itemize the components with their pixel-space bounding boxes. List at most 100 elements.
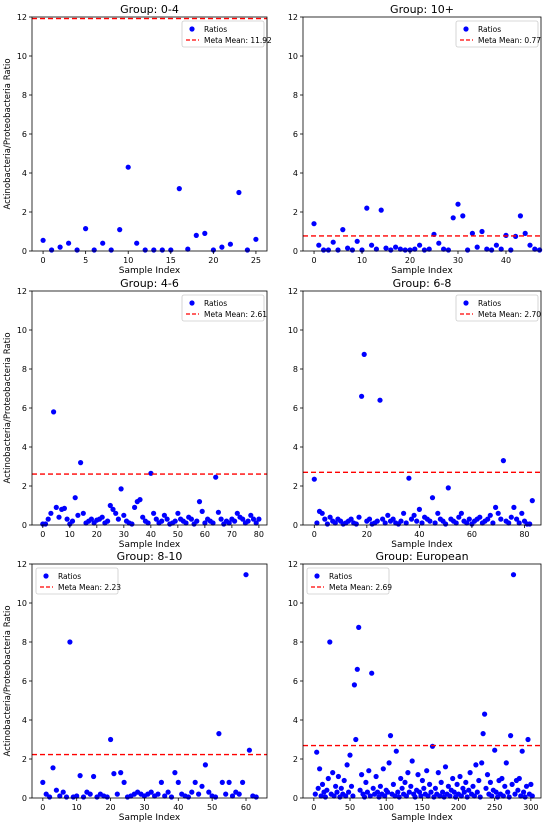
data-point (118, 770, 124, 776)
data-point (521, 789, 527, 795)
legend-label-ratios: Ratios (329, 572, 352, 581)
data-point (525, 736, 531, 743)
data-point (500, 458, 506, 464)
data-point (50, 765, 56, 771)
y-axis-label: Actinobacteria/Proteobacteria Ratio (3, 605, 13, 756)
data-point (202, 520, 208, 526)
data-point (245, 518, 251, 524)
data-point (145, 520, 151, 526)
data-point (419, 777, 425, 784)
data-point (151, 247, 157, 253)
x-tick-label: 0 (40, 803, 45, 812)
legend-label-ratios: Ratios (204, 299, 227, 308)
data-point (51, 409, 57, 415)
data-point (503, 760, 509, 766)
data-point (443, 521, 449, 527)
data-point (356, 514, 362, 520)
x-tick-label: 5 (83, 256, 88, 265)
x-tick-label: 60 (467, 530, 477, 539)
data-point (354, 666, 360, 672)
data-point (334, 789, 340, 795)
data-point (202, 762, 208, 768)
x-tick-label: 40 (414, 530, 424, 539)
data-point (193, 232, 199, 238)
x-tick-label: 10 (123, 256, 133, 265)
data-point (324, 521, 330, 527)
data-point (499, 775, 505, 782)
data-point (490, 520, 496, 526)
data-point (159, 247, 165, 253)
data-point (64, 516, 70, 522)
data-point (471, 793, 477, 799)
data-point (516, 775, 522, 782)
y-tick-label: 12 (17, 560, 27, 569)
data-point (354, 238, 360, 244)
data-point (243, 572, 249, 578)
data-point (427, 781, 433, 788)
data-point (385, 789, 391, 795)
data-point (467, 770, 473, 776)
x-tick-label: 50 (173, 530, 183, 539)
data-point (223, 791, 229, 797)
data-point (87, 791, 93, 797)
chart-panel-5: Group: European 0 50 100 150 200 250 300 0 2 4 6 8 10… (288, 550, 542, 823)
data-point (115, 516, 121, 522)
data-point (477, 794, 483, 800)
data-point (432, 785, 438, 791)
data-point (350, 793, 356, 799)
data-point (175, 510, 181, 516)
data-point (508, 247, 514, 253)
data-point (340, 227, 346, 233)
data-point (377, 397, 383, 403)
data-point (91, 247, 97, 253)
data-point (493, 504, 499, 510)
data-point (53, 504, 59, 510)
data-point (366, 516, 373, 522)
data-point (399, 785, 405, 791)
data-point (450, 215, 456, 221)
data-point (527, 521, 533, 527)
legend: Ratios Meta Mean: 0.77 (455, 20, 541, 48)
y-tick-label: 10 (288, 599, 298, 608)
y-tick-label: 0 (22, 247, 27, 256)
data-point (505, 789, 511, 795)
data-point (236, 189, 242, 196)
data-point (479, 228, 485, 235)
data-point (121, 779, 127, 786)
data-point (509, 781, 515, 788)
data-point (40, 237, 46, 243)
data-point (253, 520, 259, 526)
x-tick-label: 15 (166, 256, 176, 265)
data-point (105, 518, 111, 524)
data-point (425, 793, 431, 799)
data-point (317, 766, 323, 772)
y-tick-label: 2 (22, 755, 27, 764)
x-axis-label: Sample Index (391, 540, 453, 550)
data-point (412, 246, 418, 252)
data-point (511, 504, 517, 510)
data-point (168, 794, 175, 800)
y-tick-label: 8 (22, 638, 27, 647)
data-point (219, 244, 225, 250)
data-point (83, 226, 89, 232)
data-point (121, 512, 127, 518)
data-point (60, 789, 66, 795)
y-tick-label: 12 (17, 13, 27, 22)
data-point (405, 770, 411, 776)
data-point (489, 247, 495, 253)
data-point (53, 787, 60, 793)
data-point (327, 639, 333, 645)
data-point (419, 520, 425, 526)
x-tick-label: 25 (251, 256, 261, 265)
data-point (469, 230, 475, 236)
data-point (527, 242, 533, 248)
data-point (377, 783, 383, 789)
data-point (421, 785, 427, 791)
x-axis-label: Sample Index (119, 266, 181, 276)
data-point (438, 779, 444, 786)
data-point (464, 520, 470, 526)
y-tick-label: 4 (293, 716, 298, 725)
chart-title: Group: 6-8 (393, 277, 452, 290)
data-point (129, 521, 135, 527)
data-point (429, 743, 436, 749)
